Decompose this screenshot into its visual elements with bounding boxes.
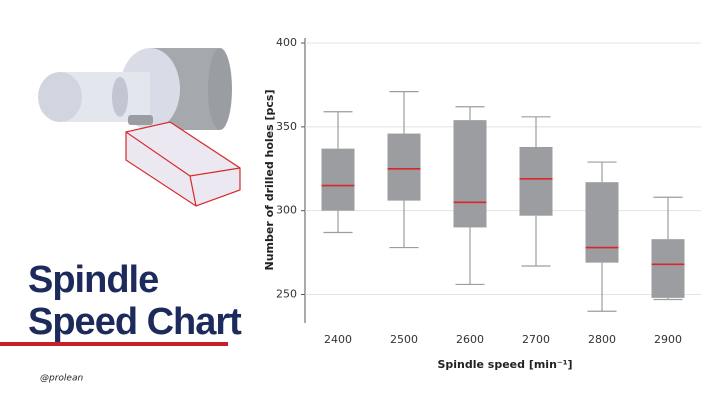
box: [519, 146, 553, 216]
title-underline: [0, 342, 228, 346]
x-tick-label: 2400: [324, 333, 352, 346]
credit: @prolean: [40, 374, 83, 384]
y-tick-label: 300: [276, 204, 297, 217]
x-tick-label: 2900: [654, 333, 682, 346]
box: [453, 120, 487, 228]
x-tick-label: 2500: [390, 333, 418, 346]
box: [585, 182, 619, 263]
y-tick-label: 350: [276, 120, 297, 133]
x-axis-label: Spindle speed [min⁻¹]: [437, 358, 572, 371]
x-tick-label: 2600: [456, 333, 484, 346]
y-tick-label: 400: [276, 36, 297, 49]
y-tick-label: 250: [276, 288, 297, 301]
spindle-illustration: [38, 48, 241, 207]
title-line: Speed Chart: [28, 301, 242, 343]
x-tick-label: 2800: [588, 333, 616, 346]
box: [651, 239, 685, 298]
box: [321, 148, 355, 211]
title-line: Spindle: [28, 259, 158, 301]
y-axis-label: Number of drilled holes [pcs]: [263, 89, 276, 270]
box: [387, 133, 421, 201]
x-tick-label: 2700: [522, 333, 550, 346]
